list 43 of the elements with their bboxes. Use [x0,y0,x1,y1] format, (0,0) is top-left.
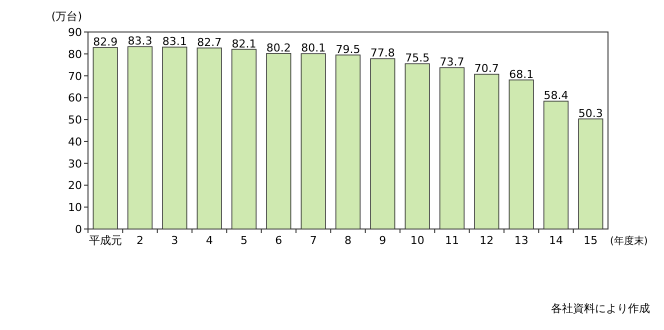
y-tick-label: 0 [75,223,82,236]
data-label: 50.3 [578,106,603,120]
data-label: 83.3 [128,34,152,48]
x-tick-label: 13 [514,234,528,247]
x-tick-label: 14 [549,234,563,247]
x-axis-title: (年度末) [610,235,648,247]
data-label: 82.1 [232,37,256,50]
y-tick-label: 50 [68,114,82,127]
data-label: 73.7 [440,56,464,69]
y-tick-label: 90 [68,26,82,39]
x-tick-label: 6 [275,234,282,247]
text: 各社資料により作成 [551,302,650,315]
data-label: 68.1 [509,68,534,81]
y-tick-label: 30 [68,157,82,170]
data-label: 80.2 [266,41,291,54]
y-tick-label: 10 [68,201,82,214]
data-label: 70.7 [474,62,499,76]
x-tick-label: 10 [410,234,424,247]
data-label: 77.8 [370,46,395,60]
x-tick-label: 3 [171,234,178,247]
y-tick-label: 20 [68,179,82,192]
x-tick-label: 12 [480,234,494,247]
data-label: 82.9 [93,36,118,49]
data-label: 79.5 [336,42,360,56]
y-tick-label: 60 [68,92,82,105]
x-tick-label: 15 [584,234,598,247]
data-label: 58.4 [544,89,568,102]
y-tick-label: 70 [68,70,82,83]
x-tick-label: 7 [310,234,317,247]
y-tick-label: 80 [68,48,82,61]
x-tick-label: 9 [379,234,386,247]
x-tick-label: 8 [344,234,352,247]
data-label: 82.7 [197,36,222,49]
x-tick-label: 5 [240,234,248,247]
data-label: 75.5 [405,52,430,65]
x-tick-label: 4 [206,234,213,247]
x-tick-label: 2 [136,234,144,247]
y-axis-title: (万台) [51,10,82,23]
x-tick-label: 11 [445,234,459,247]
x-tick-label: 平成元 [88,234,122,247]
data-label: 80.1 [301,42,326,55]
y-tick-label: 40 [68,135,82,148]
data-label: 83.1 [162,35,187,48]
